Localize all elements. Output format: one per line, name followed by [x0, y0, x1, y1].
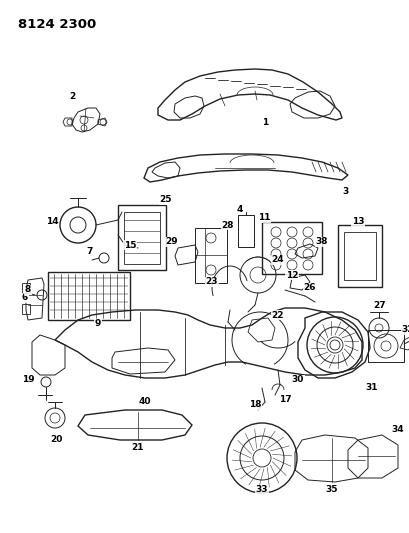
- Text: 8: 8: [25, 286, 31, 295]
- Text: 26: 26: [303, 284, 315, 293]
- Text: 35: 35: [325, 486, 337, 495]
- Bar: [343, 232, 375, 280]
- Text: 6: 6: [22, 294, 28, 303]
- Text: 38: 38: [315, 238, 328, 246]
- Text: 11: 11: [257, 214, 270, 222]
- Text: 17: 17: [278, 395, 291, 405]
- Text: 19: 19: [22, 376, 34, 384]
- Text: 9: 9: [94, 319, 101, 328]
- Bar: [261, 222, 321, 274]
- Text: 13: 13: [351, 217, 363, 227]
- Bar: [48, 272, 130, 320]
- Text: 18: 18: [248, 400, 261, 409]
- Text: 14: 14: [45, 217, 58, 227]
- Text: 22: 22: [271, 311, 283, 319]
- Text: 3: 3: [342, 188, 348, 197]
- Text: 1: 1: [261, 117, 267, 126]
- Bar: [337, 225, 381, 287]
- Bar: [237, 215, 254, 247]
- Bar: [118, 205, 166, 270]
- Text: 27: 27: [373, 301, 385, 310]
- Text: 28: 28: [221, 221, 234, 230]
- Text: 25: 25: [160, 196, 172, 205]
- Text: 24: 24: [271, 255, 283, 264]
- Text: 2: 2: [69, 92, 75, 101]
- Text: 29: 29: [165, 238, 178, 246]
- Bar: [22, 283, 30, 293]
- Text: 23: 23: [205, 278, 218, 287]
- Text: 33: 33: [255, 486, 267, 495]
- Bar: [367, 330, 403, 362]
- Text: 31: 31: [365, 384, 378, 392]
- Text: 30: 30: [291, 376, 303, 384]
- Bar: [195, 228, 227, 283]
- Bar: [124, 212, 160, 264]
- Text: 4: 4: [236, 206, 243, 214]
- Bar: [22, 304, 30, 314]
- Text: 15: 15: [124, 240, 136, 249]
- Text: 40: 40: [138, 398, 151, 407]
- Text: 34: 34: [391, 425, 403, 434]
- Text: 20: 20: [49, 435, 62, 445]
- Text: 21: 21: [131, 443, 144, 453]
- Text: 8124 2300: 8124 2300: [18, 18, 96, 31]
- Text: 7: 7: [87, 247, 93, 256]
- Text: 32: 32: [401, 326, 409, 335]
- Text: 12: 12: [285, 271, 297, 279]
